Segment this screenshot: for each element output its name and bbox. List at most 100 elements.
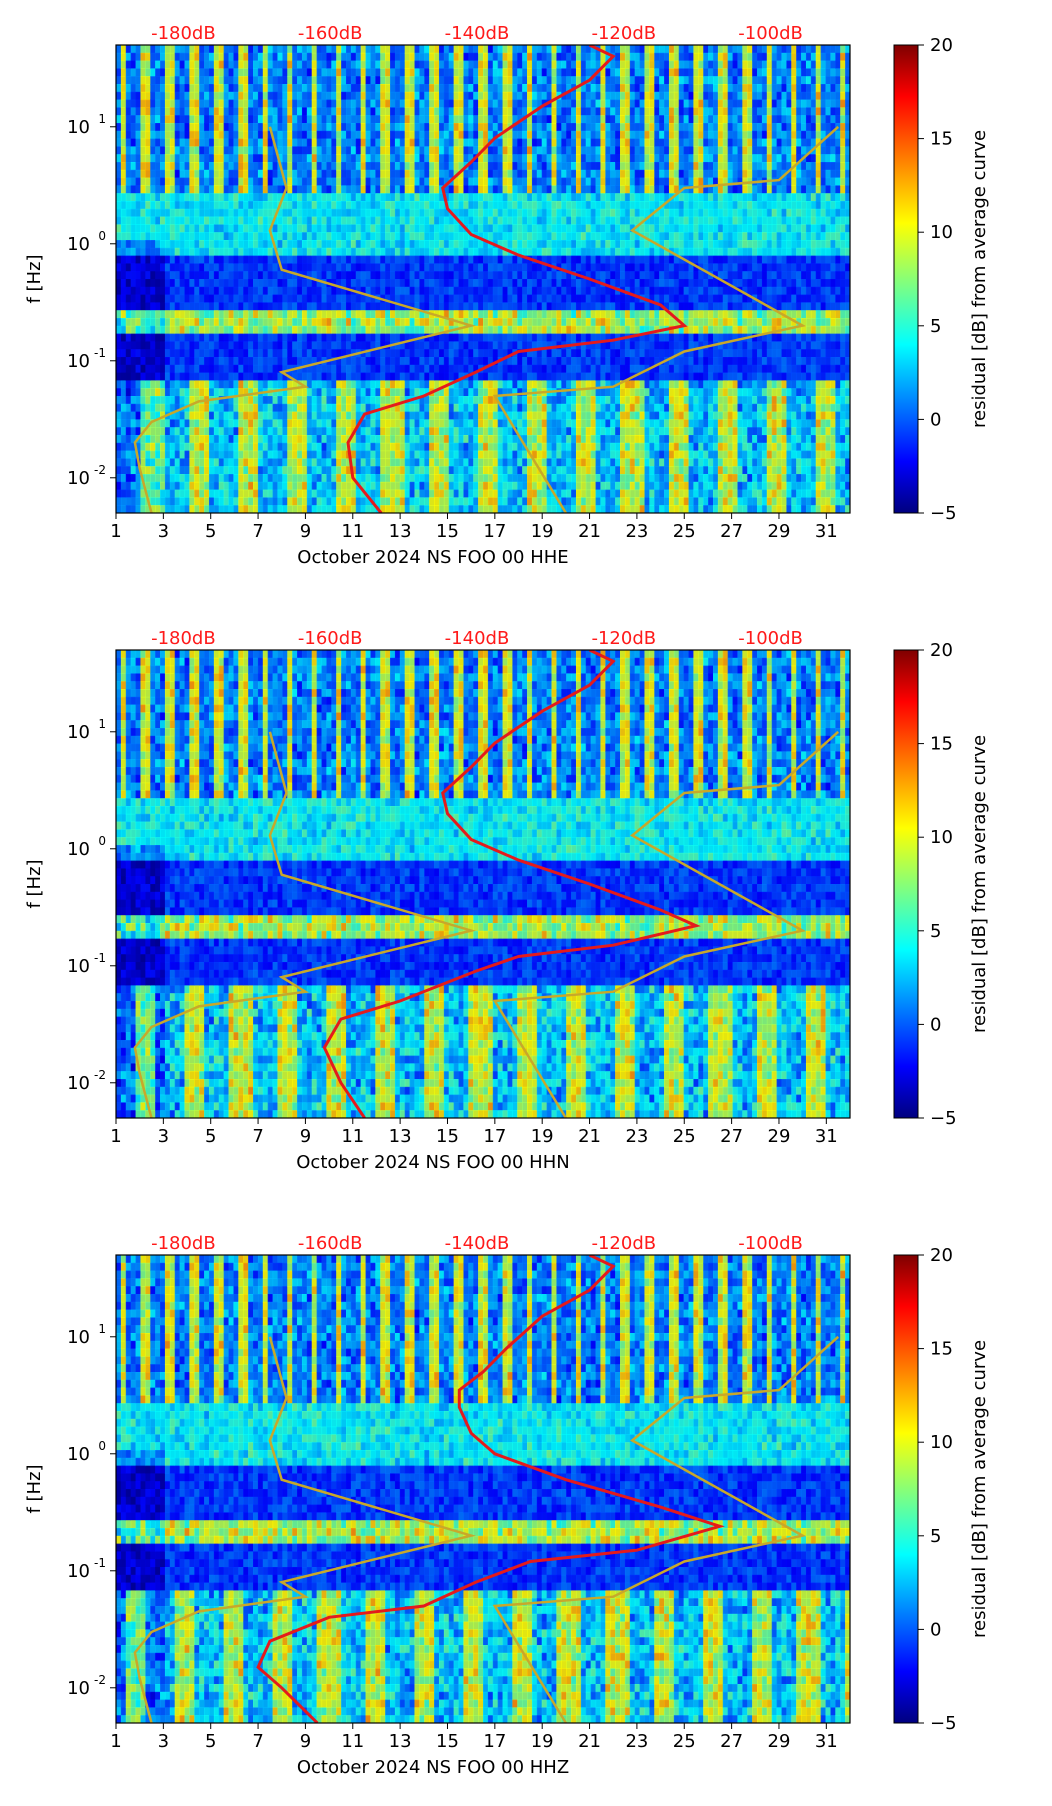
x-tick-label: 29 bbox=[768, 1731, 791, 1752]
x-tick-label: 17 bbox=[483, 1731, 506, 1752]
colorbar-tick-label: −5 bbox=[930, 1713, 957, 1734]
colorbar-gradient bbox=[893, 44, 919, 514]
x-tick-label: 1 bbox=[110, 521, 121, 542]
x-tick-label: 3 bbox=[158, 1731, 169, 1752]
x-tick-label: 5 bbox=[205, 521, 216, 542]
noise-model-line-1 bbox=[133, 731, 476, 1118]
x-tick-label: 19 bbox=[531, 521, 554, 542]
average-psd-line bbox=[256, 1255, 725, 1723]
heatmap bbox=[116, 1255, 850, 1723]
x-tick-label: 15 bbox=[436, 1731, 459, 1752]
x-tick-label: 19 bbox=[531, 1126, 554, 1147]
x-tick-label: 17 bbox=[483, 521, 506, 542]
colorbar-label: residual [dB] from average curve bbox=[969, 130, 990, 428]
colorbar-tick-label: 20 bbox=[930, 640, 953, 661]
x-tick-label: 27 bbox=[720, 1126, 743, 1147]
colorbar-tick-label: 0 bbox=[930, 409, 941, 430]
y-tick-label: 10 bbox=[67, 1327, 90, 1348]
colorbar-tick-label: 10 bbox=[930, 827, 953, 848]
colorbar-tick-label: 5 bbox=[930, 1526, 941, 1547]
y-tick-label: 10 bbox=[67, 1678, 90, 1699]
colorbar-tick-label: 20 bbox=[930, 1245, 953, 1266]
colorbar-tick-label: 15 bbox=[930, 129, 953, 150]
top-db-label: -140dB bbox=[445, 23, 510, 44]
x-tick-label: 21 bbox=[578, 1126, 601, 1147]
colorbar-tick-label: 5 bbox=[930, 316, 941, 337]
top-db-label: -140dB bbox=[445, 1233, 510, 1254]
y-tick-exponent: -1 bbox=[94, 951, 106, 965]
noise-model-line-1 bbox=[133, 1336, 476, 1723]
x-tick-label: 23 bbox=[625, 521, 648, 542]
colorbar-gradient bbox=[893, 1254, 919, 1724]
top-db-label: -120dB bbox=[591, 23, 656, 44]
x-tick-label: 11 bbox=[341, 521, 364, 542]
y-tick-label: 10 bbox=[67, 351, 90, 372]
colorbar-gradient bbox=[893, 649, 919, 1119]
top-db-label: -160dB bbox=[298, 1233, 363, 1254]
y-tick-label: 10 bbox=[67, 722, 90, 743]
noise-model-line-2 bbox=[492, 1335, 840, 1723]
y-tick-label: 10 bbox=[67, 1073, 90, 1094]
colorbar-tick-label: 0 bbox=[930, 1619, 941, 1640]
x-tick-label: 3 bbox=[158, 1126, 169, 1147]
x-tick-label: 29 bbox=[768, 1126, 791, 1147]
top-db-label: -120dB bbox=[591, 628, 656, 649]
y-tick-exponent: 1 bbox=[98, 1322, 106, 1336]
colorbar-tick-label: 15 bbox=[930, 1339, 953, 1360]
average-psd-line bbox=[346, 45, 688, 513]
x-tick-label: 27 bbox=[720, 1731, 743, 1752]
x-tick-label: 3 bbox=[158, 521, 169, 542]
y-tick-exponent: -2 bbox=[94, 1068, 106, 1082]
x-tick-label: 31 bbox=[815, 1731, 838, 1752]
y-tick-label: 10 bbox=[67, 956, 90, 977]
x-tick-label: 7 bbox=[252, 1126, 263, 1147]
noise-model-line-2 bbox=[492, 730, 840, 1118]
colorbar-tick-label: 5 bbox=[930, 921, 941, 942]
y-axis-label: f [Hz] bbox=[24, 1464, 45, 1513]
top-db-label: -180dB bbox=[151, 23, 216, 44]
average-psd-line bbox=[322, 650, 701, 1118]
x-tick-label: 13 bbox=[389, 1731, 412, 1752]
colorbar-tick-label: 10 bbox=[930, 222, 953, 243]
axes-frame bbox=[115, 44, 851, 514]
y-tick-exponent: -2 bbox=[94, 463, 106, 477]
y-tick-exponent: 1 bbox=[98, 717, 106, 731]
x-tick-label: 13 bbox=[389, 1126, 412, 1147]
y-tick-exponent: 0 bbox=[98, 834, 106, 848]
x-tick-label: 9 bbox=[300, 1731, 311, 1752]
x-tick-label: 13 bbox=[389, 521, 412, 542]
x-tick-label: 31 bbox=[815, 1126, 838, 1147]
x-tick-label: 15 bbox=[436, 1126, 459, 1147]
x-tick-label: 27 bbox=[720, 521, 743, 542]
colorbar-tick-label: 15 bbox=[930, 734, 953, 755]
colorbar: −5 0 5 10 15 20 residual [dB] from average cur… bbox=[893, 1245, 990, 1734]
colorbar-tick-label: 20 bbox=[930, 35, 953, 56]
colorbar-tick-label: 0 bbox=[930, 1014, 941, 1035]
y-tick-label: 10 bbox=[67, 234, 90, 255]
x-tick-label: 11 bbox=[341, 1731, 364, 1752]
top-db-label: -140dB bbox=[445, 628, 510, 649]
heatmap bbox=[116, 650, 850, 1118]
y-tick-label: 10 bbox=[67, 839, 90, 860]
y-axis-label: f [Hz] bbox=[24, 254, 45, 303]
noise-model-line-2 bbox=[492, 125, 840, 513]
y-axis-label: f [Hz] bbox=[24, 859, 45, 908]
x-tick-label: 9 bbox=[300, 1126, 311, 1147]
top-db-label: -160dB bbox=[298, 23, 363, 44]
y-tick-exponent: -1 bbox=[94, 346, 106, 360]
x-tick-label: 25 bbox=[673, 1126, 696, 1147]
colorbar: −5 0 5 10 15 20 residual [dB] from average cur… bbox=[893, 35, 990, 524]
colorbar-tick-label: 10 bbox=[930, 1432, 953, 1453]
x-tick-label: 5 bbox=[205, 1126, 216, 1147]
y-tick-label: 10 bbox=[67, 1561, 90, 1582]
top-db-label: -180dB bbox=[151, 628, 216, 649]
x-tick-label: 23 bbox=[625, 1126, 648, 1147]
colorbar: −5 0 5 10 15 20 residual [dB] from average cur… bbox=[893, 640, 990, 1129]
x-tick-label: 29 bbox=[768, 521, 791, 542]
y-tick-label: 10 bbox=[67, 468, 90, 489]
top-db-label: -160dB bbox=[298, 628, 363, 649]
